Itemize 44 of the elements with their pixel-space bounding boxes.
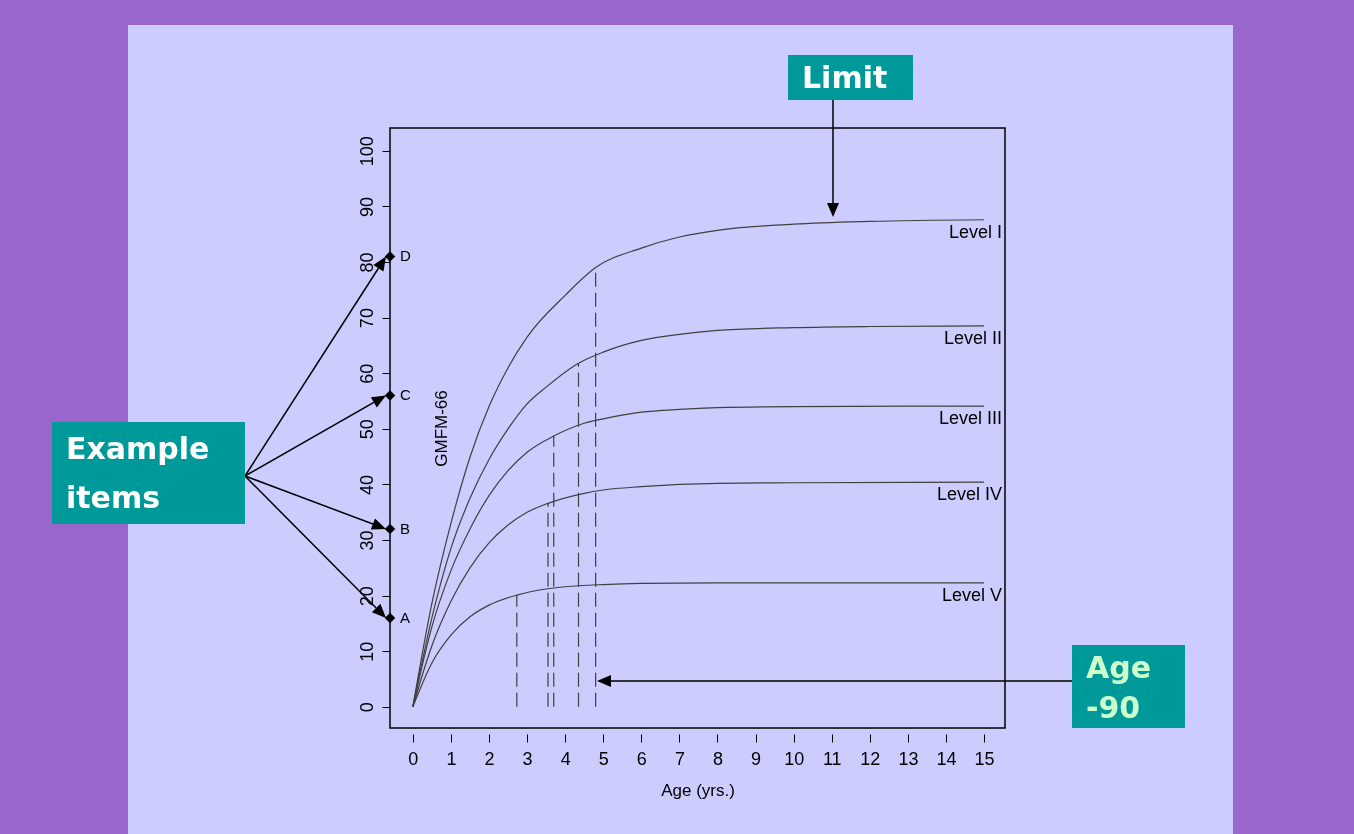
data-label: B (400, 519, 411, 537)
data-label: C (400, 386, 411, 404)
series-label: Level II (944, 327, 1003, 348)
series-label: Level III (939, 408, 1003, 429)
text: Limit (788, 55, 913, 100)
y-tick-label: 50 (356, 419, 377, 440)
point (384, 612, 396, 624)
text: Age -90 (1072, 645, 1185, 728)
x-tick-label: 1 (446, 748, 457, 769)
y-tick-label: 0 (356, 702, 377, 713)
series-label: Level I (949, 221, 1003, 242)
x-tick-label: 2 (484, 748, 495, 769)
point (384, 251, 396, 262)
series-label: Level V (942, 584, 1003, 605)
x-tick-label: 4 (560, 748, 571, 769)
y-tick-label: 70 (356, 308, 377, 329)
data-label: D (400, 247, 411, 265)
y-tick-label: 60 (356, 363, 377, 384)
data-label: A (400, 608, 411, 626)
y-tick-label: 40 (356, 474, 377, 495)
x-tick-label: 7 (674, 748, 685, 769)
y-axis-title: GMFM-66 (431, 390, 451, 467)
x-tick-label: 8 (712, 748, 723, 769)
y-tick-label: 10 (356, 641, 377, 662)
x-tick-label: 12 (860, 748, 881, 769)
x-tick-label: 11 (822, 748, 842, 769)
x-tick-label: 3 (522, 748, 533, 769)
y-tick-label: 100 (356, 136, 377, 167)
x-tick-label: 10 (784, 748, 805, 769)
x-tick-label: 14 (936, 748, 957, 769)
point (384, 390, 396, 401)
x-tick-label: 15 (974, 748, 995, 769)
y-tick-label: 90 (356, 196, 377, 217)
x-axis-title: Age (yrs.) (661, 780, 735, 800)
y-tick-label: 80 (356, 252, 377, 273)
y-tick-label: 30 (356, 530, 377, 551)
text: Example items (52, 422, 245, 524)
x-tick-label: 5 (598, 748, 609, 769)
x-tick-label: 6 (636, 748, 647, 769)
x-tick-label: 13 (898, 748, 919, 769)
x-tick-label: 9 (751, 748, 762, 769)
point (384, 523, 396, 535)
x-tick-label: 0 (408, 748, 419, 769)
series-label: Level IV (937, 484, 1003, 505)
